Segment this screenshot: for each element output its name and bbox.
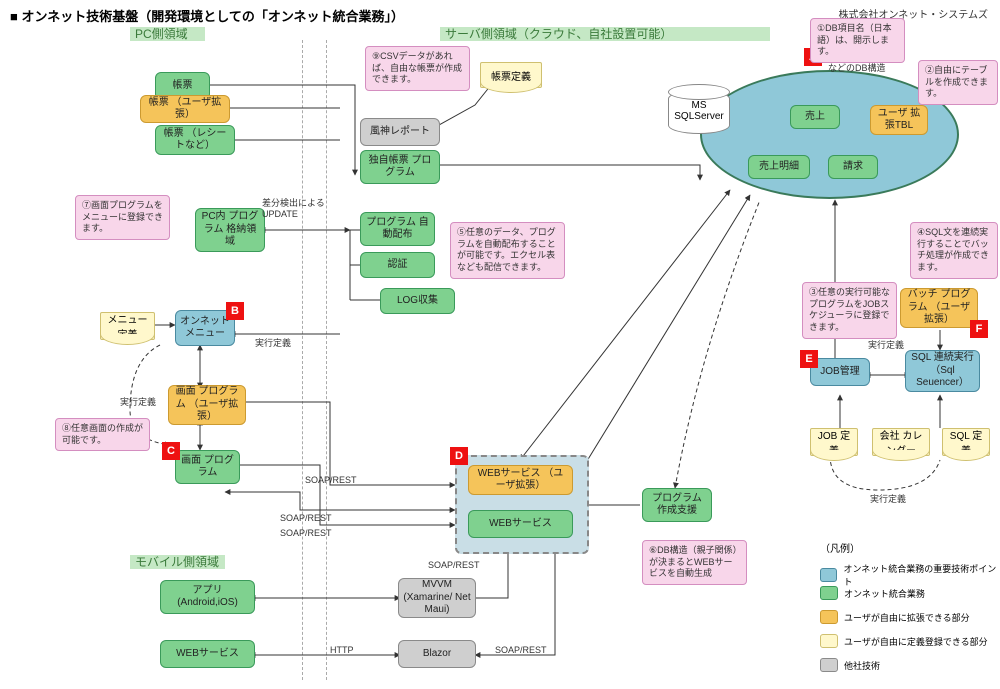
divider-2 xyxy=(326,40,327,680)
zone-mobile: モバイル側領域 xyxy=(135,553,219,571)
label-diff-update: 差分検出による UPDATE xyxy=(262,196,325,219)
node-fuujin: 風神レポート xyxy=(360,118,440,146)
tbl-sales-detail: 売上明細 xyxy=(748,155,810,179)
node-web-svc-m: WEBサービス xyxy=(160,640,255,668)
node-prog-support: プログラム 作成支援 xyxy=(642,488,712,522)
label-exec-def-1: 実行定義 xyxy=(255,336,291,349)
node-report-receipt: 帳票 （レシートなど） xyxy=(155,125,235,155)
label-http: HTTP xyxy=(330,645,354,655)
node-blazor: Blazor xyxy=(398,640,476,668)
page-title: ■ オンネット技術基盤（開発環境としての「オンネット統合業務」） xyxy=(10,6,404,25)
doc-calendar: 会社 カレンダー xyxy=(872,428,930,456)
node-log: LOG収集 xyxy=(380,288,455,314)
legend-item: ユーザが自由に定義登録できる部分 xyxy=(820,634,988,648)
callout-4: ④SQL文を連続実行することでバッチ処理が作成できます。 xyxy=(910,222,998,279)
node-job-mgmt: JOB管理 xyxy=(810,358,870,386)
doc-job-def: JOB 定義 xyxy=(810,428,858,456)
callout-6: ⑥DB構造（親子関係）が決まるとWEBサービスを自動生成 xyxy=(642,540,747,585)
legend-item: ユーザが自由に拡張できる部分 xyxy=(820,610,970,624)
node-screen-prog: 画面 プログラム xyxy=(175,450,240,484)
label-soap-1: SOAP/REST xyxy=(305,475,357,485)
node-sql-seq: SQL 連続実行 （Sql Seuencer） xyxy=(905,350,980,392)
node-batch-user: バッチ プログラム （ユーザ拡張） xyxy=(900,288,978,328)
callout-1: ①DB項目名（日本語）は、開示します。 xyxy=(810,18,905,63)
callout-3: ③任意の実行可能なプログラムをJOBスケジューラに登録できます。 xyxy=(802,282,897,339)
label-exec-def-2: 実行定義 xyxy=(120,395,156,408)
badge-F: F xyxy=(970,320,988,338)
label-soap-m1: SOAP/REST xyxy=(428,560,480,570)
callout-2: ②自由にテーブルを作成できます。 xyxy=(918,60,998,105)
callout-8: ⑧任意画面の作成が可能です。 xyxy=(55,418,150,451)
badge-B: B xyxy=(226,302,244,320)
node-own-report: 独自帳票 プログラム xyxy=(360,150,440,184)
node-app: アプリ (Android,iOS) xyxy=(160,580,255,614)
legend-title: （凡例） xyxy=(820,540,860,555)
doc-sql-def: SQL 定義 xyxy=(942,428,990,456)
callout-5: ⑤任意のデータ、プログラムを自動配布することが可能です。エクセル表なども配信でき… xyxy=(450,222,565,279)
doc-menu-def: メニュー 定義 xyxy=(100,312,155,340)
zone-server: サーバ側領域（クラウド、自社設置可能） xyxy=(445,25,672,43)
label-soap-m2: SOAP/REST xyxy=(495,645,547,655)
label-exec-def-bottom: 実行定義 xyxy=(870,492,906,505)
callout-7: ⑦画面プログラムをメニューに登録できます。 xyxy=(75,195,170,240)
tbl-sales: 売上 xyxy=(790,105,840,129)
node-mvvm: MVVM (Xamarine/ Net Maui) xyxy=(398,578,476,618)
doc-report-def: 帳票定義 xyxy=(480,62,542,88)
db-ms: MS SQLServer xyxy=(672,100,726,122)
label-soap-2: SOAP/REST xyxy=(280,513,332,523)
divider-1 xyxy=(302,40,303,680)
badge-E: E xyxy=(800,350,818,368)
tbl-invoice: 請求 xyxy=(828,155,878,179)
zone-pc: PC側領域 xyxy=(135,25,188,43)
node-screen-user: 画面 プログラム （ユーザ拡張） xyxy=(168,385,246,425)
badge-D: D xyxy=(450,447,468,465)
node-web-user: WEBサービス （ユーザ拡張） xyxy=(468,465,573,495)
node-auto-dist: プログラム 自動配布 xyxy=(360,212,435,246)
callout-9: ⑨CSVデータがあれば、自由な帳票が作成できます。 xyxy=(365,46,470,91)
label-soap-3: SOAP/REST xyxy=(280,528,332,538)
node-web-svc: WEBサービス xyxy=(468,510,573,538)
node-auth: 認証 xyxy=(360,252,435,278)
db-cylinder-top xyxy=(668,84,730,100)
label-exec-def-right: 実行定義 xyxy=(868,338,904,351)
legend-item: 他社技術 xyxy=(820,658,880,672)
legend-item: オンネット統合業務の重要技術ポイント xyxy=(820,562,1000,588)
badge-C: C xyxy=(162,442,180,460)
legend-item: オンネット統合業務 xyxy=(820,586,925,600)
node-report-user: 帳票 （ユーザ拡張） xyxy=(140,95,230,123)
node-pc-store: PC内 プログラム 格納領域 xyxy=(195,208,265,252)
tbl-user-ext: ユーザ 拡張TBL xyxy=(870,105,928,135)
